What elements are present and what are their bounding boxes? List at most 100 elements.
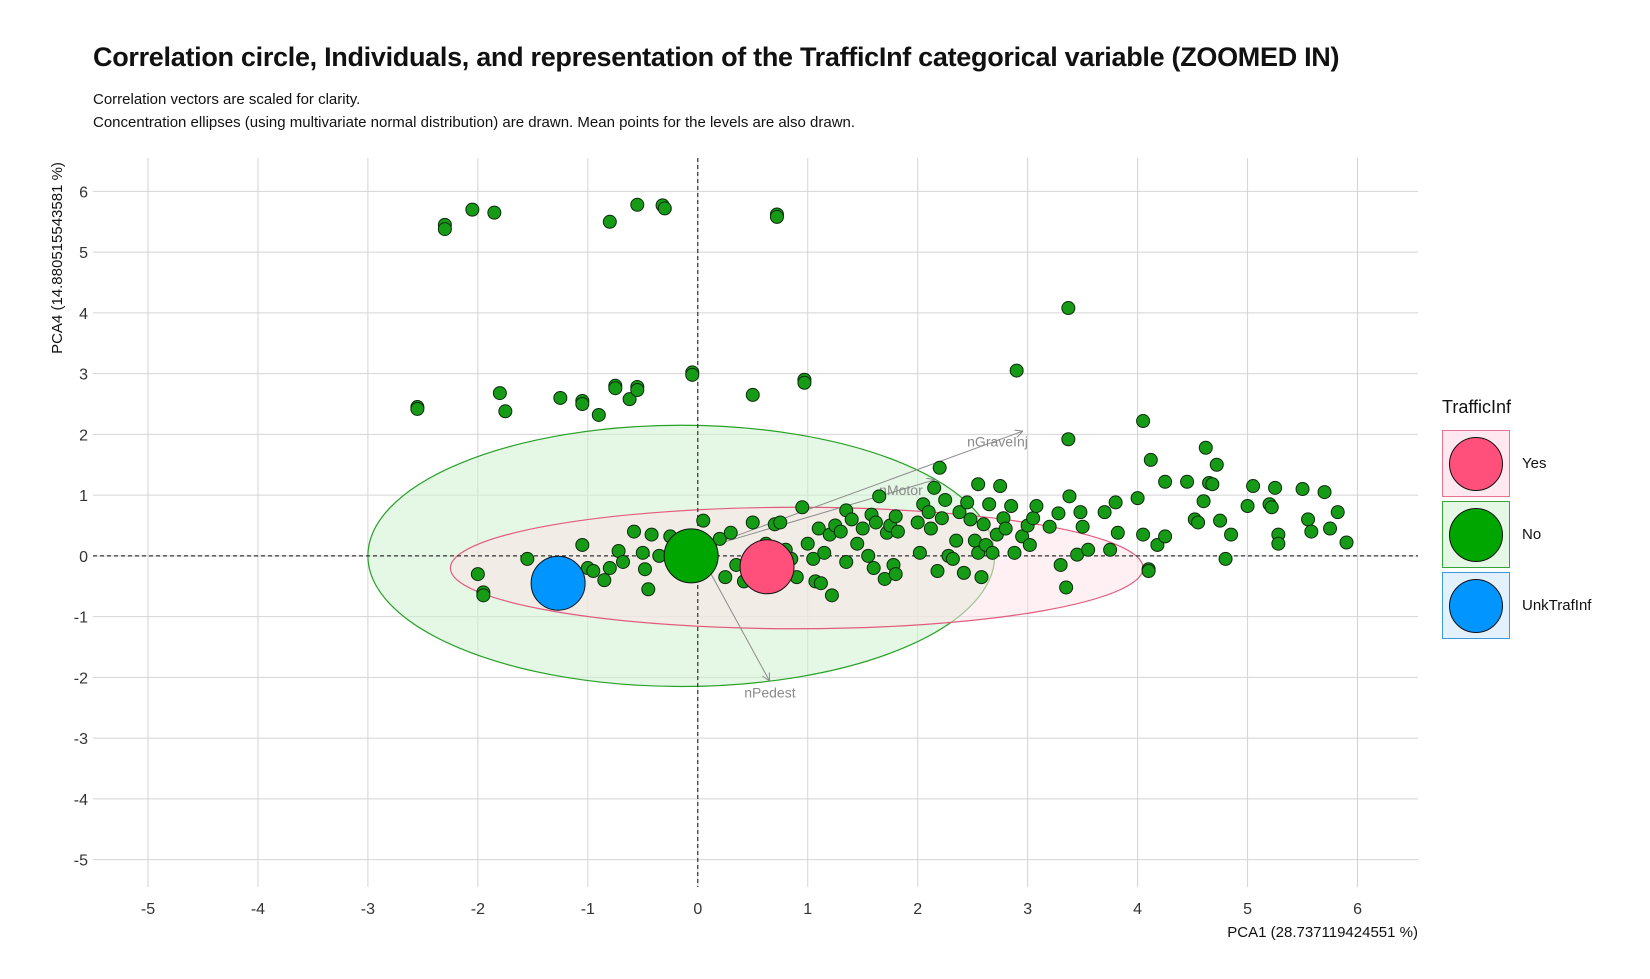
data-point-56 xyxy=(745,515,760,530)
data-point-12 xyxy=(492,386,507,401)
y-tick-label--1: -1 xyxy=(74,610,88,627)
data-point-161 xyxy=(1246,479,1261,494)
data-point-2 xyxy=(465,202,480,217)
data-point-22 xyxy=(630,383,645,398)
data-point-98 xyxy=(930,564,945,579)
data-point-27 xyxy=(797,375,812,390)
data-point-76 xyxy=(839,554,854,569)
data-point-152 xyxy=(1196,494,1211,509)
y-tick-label-6: 6 xyxy=(79,184,88,201)
data-point-140 xyxy=(1110,525,1125,540)
data-point-89 xyxy=(888,509,903,524)
data-point-145 xyxy=(1143,452,1158,467)
data-point-30 xyxy=(1061,432,1076,447)
data-point-66 xyxy=(806,551,821,566)
data-point-43 xyxy=(626,524,641,539)
data-point-68 xyxy=(811,521,826,536)
data-point-141 xyxy=(1130,491,1145,506)
data-point-69 xyxy=(813,576,828,591)
y-tick-label-1: 1 xyxy=(79,488,88,505)
vector-label-npedest: nPedest xyxy=(744,684,795,700)
data-point-72 xyxy=(824,588,839,603)
data-point-28 xyxy=(1009,363,1024,378)
data-point-149 xyxy=(1180,474,1195,489)
data-point-135 xyxy=(1075,519,1090,534)
data-point-122 xyxy=(1007,545,1022,560)
data-point-121 xyxy=(1004,499,1019,514)
y-tick-label--4: -4 xyxy=(74,792,88,809)
mean-point-unktrafinf xyxy=(530,555,586,611)
data-point-3 xyxy=(487,205,502,220)
data-point-46 xyxy=(641,582,656,597)
data-point-157 xyxy=(1213,513,1228,528)
data-point-112 xyxy=(974,570,989,585)
data-point-32 xyxy=(470,567,485,582)
data-point-148 xyxy=(1158,474,1173,489)
data-point-172 xyxy=(1330,505,1345,520)
x-tick-label-4: 4 xyxy=(1133,901,1142,918)
data-point-125 xyxy=(1022,537,1037,552)
data-point-16 xyxy=(575,397,590,412)
data-point-107 xyxy=(960,495,975,510)
data-point-44 xyxy=(635,545,650,560)
data-point-131 xyxy=(1059,580,1074,595)
data-point-106 xyxy=(956,565,971,580)
x-axis-label: PCA1 (28.737119424551 %) xyxy=(1227,924,1418,941)
data-point-77 xyxy=(844,512,859,527)
data-point-138 xyxy=(1103,542,1118,557)
data-point-82 xyxy=(866,561,881,576)
data-point-137 xyxy=(1097,505,1112,520)
data-point-78 xyxy=(850,536,865,551)
data-point-19 xyxy=(608,381,623,396)
data-point-108 xyxy=(963,512,978,527)
data-point-53 xyxy=(723,525,738,540)
correlation-vectors: nGraveInj nMotor nPedest xyxy=(697,431,1028,700)
legend-dot-no xyxy=(1449,507,1503,562)
data-point-115 xyxy=(982,497,997,512)
x-tick-label--5: -5 xyxy=(141,901,155,918)
data-point-169 xyxy=(1304,524,1319,539)
data-point-36 xyxy=(575,537,590,552)
data-point-4 xyxy=(602,214,617,229)
data-point-50 xyxy=(696,513,711,528)
data-point-1 xyxy=(437,222,452,237)
data-point-83 xyxy=(868,515,883,530)
legend-label-yes: Yes xyxy=(1522,455,1547,472)
chart-subtitle-line-2: Concentration ellipses (using multivaria… xyxy=(93,114,856,131)
data-point-17 xyxy=(591,407,606,422)
data-point-170 xyxy=(1317,485,1332,500)
data-point-29 xyxy=(1061,301,1076,316)
y-tick-label--3: -3 xyxy=(74,731,88,748)
data-point-51 xyxy=(712,531,727,546)
axis-tick-labels: -5 -4 -3 -2 -1 0 1 2 3 4 5 6 -5 -4 -3 -2 -1 0 1 2 3 4 5 6 xyxy=(74,184,1362,918)
data-point-7 xyxy=(657,201,672,216)
data-point-100 xyxy=(934,511,949,526)
chart-title: Correlation circle, Individuals, and rep… xyxy=(93,42,1340,72)
data-point-11 xyxy=(410,401,425,416)
data-point-104 xyxy=(949,533,964,548)
chart-subtitle-line-1: Correlation vectors are scaled for clari… xyxy=(93,91,361,108)
data-point-84 xyxy=(872,489,887,504)
data-point-52 xyxy=(718,570,733,585)
data-point-136 xyxy=(1081,542,1096,557)
data-point-130 xyxy=(1053,557,1068,572)
data-point-60 xyxy=(773,515,788,530)
data-point-151 xyxy=(1191,515,1206,530)
data-point-24 xyxy=(685,367,700,382)
vector-label-ngraveinj: nGraveInj xyxy=(967,433,1028,449)
data-point-120 xyxy=(998,521,1013,536)
y-tick-label--2: -2 xyxy=(74,670,88,687)
data-point-39 xyxy=(597,573,612,588)
y-tick-label-4: 4 xyxy=(79,306,88,323)
vector-arrow-ngraveinj xyxy=(697,431,1022,551)
x-tick-label--1: -1 xyxy=(581,901,595,918)
legend-dot-unktrafinf xyxy=(1449,578,1503,633)
legend-dot-yes xyxy=(1449,436,1503,491)
data-point-97 xyxy=(927,480,942,495)
level-mean-points xyxy=(530,528,795,611)
x-tick-label--2: -2 xyxy=(471,901,485,918)
data-point-96 xyxy=(923,521,938,536)
x-tick-label-0: 0 xyxy=(693,901,702,918)
data-point-163 xyxy=(1264,500,1279,515)
y-tick-label-0: 0 xyxy=(79,549,88,566)
